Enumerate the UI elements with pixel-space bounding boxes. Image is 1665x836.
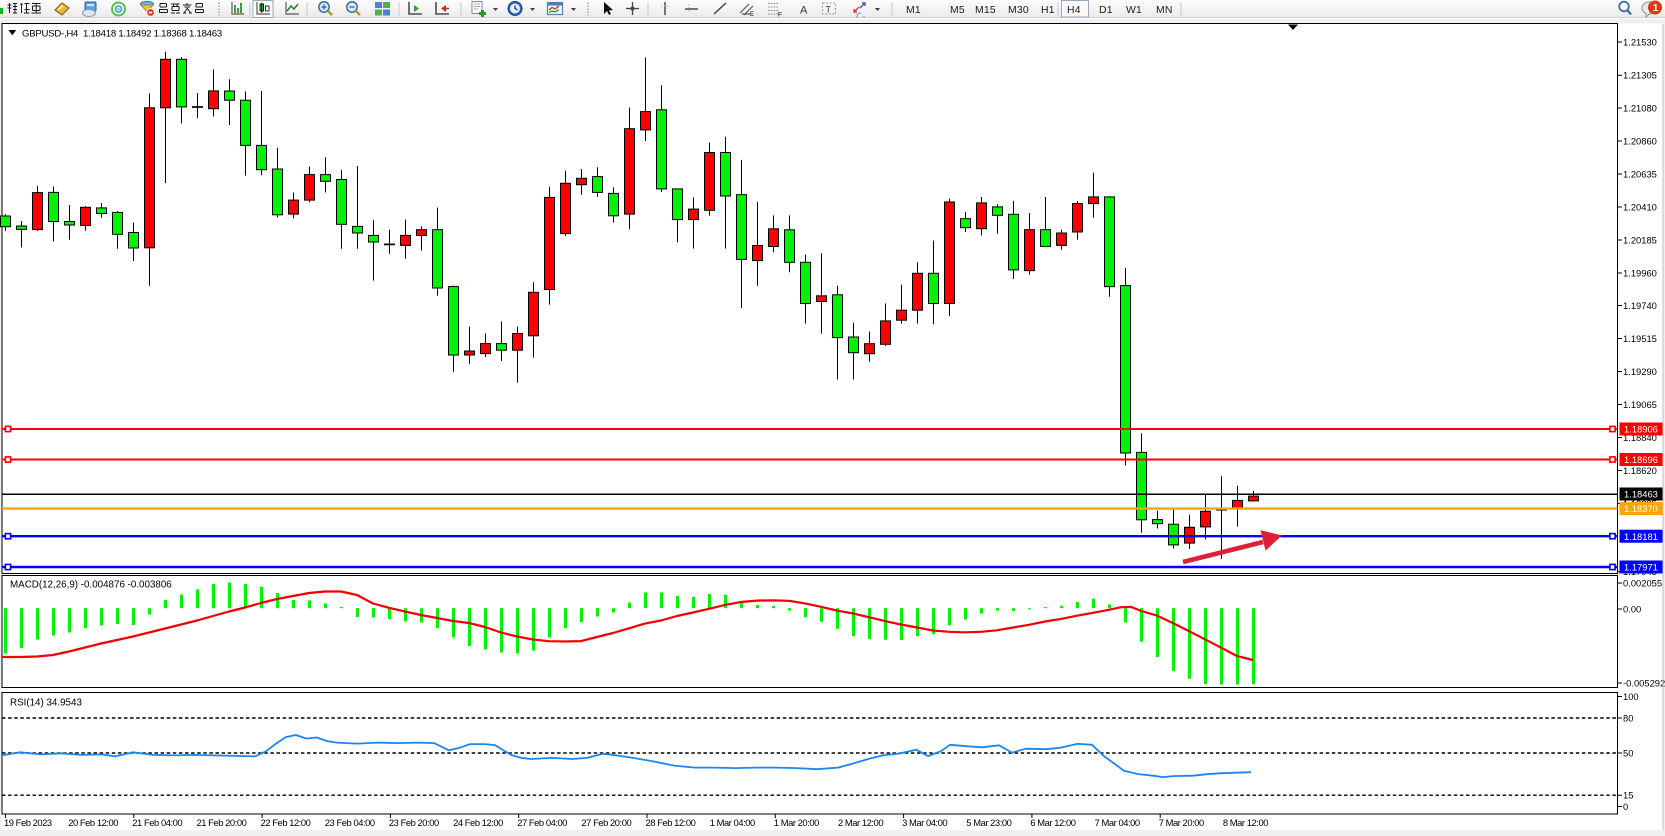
svg-text:23 Feb 20:00: 23 Feb 20:00 (389, 817, 439, 828)
svg-text:1.20185: 1.20185 (1623, 234, 1657, 245)
svg-text:20 Feb 12:00: 20 Feb 12:00 (68, 817, 118, 828)
svg-text:1.18696: 1.18696 (1624, 454, 1658, 465)
svg-text:A: A (800, 5, 808, 17)
svg-text:21 Feb 20:00: 21 Feb 20:00 (197, 817, 247, 828)
svg-text:1.18620: 1.18620 (1623, 465, 1657, 476)
svg-text:1.21530: 1.21530 (1623, 36, 1657, 47)
svg-text:0: 0 (1623, 801, 1628, 812)
svg-text:M1: M1 (906, 5, 921, 16)
svg-text:1.17971: 1.17971 (1624, 562, 1658, 573)
svg-text:1.18181: 1.18181 (1624, 531, 1658, 542)
svg-text:1.18906: 1.18906 (1624, 424, 1658, 435)
svg-text:1.18370: 1.18370 (1624, 503, 1658, 514)
svg-text:22 Feb 12:00: 22 Feb 12:00 (261, 817, 311, 828)
svg-text:7 Mar 04:00: 7 Mar 04:00 (1095, 817, 1140, 828)
svg-text:1.21305: 1.21305 (1623, 70, 1657, 81)
svg-text:M30: M30 (1008, 5, 1029, 16)
svg-text:80: 80 (1623, 712, 1633, 723)
svg-text:MACD(12,26,9) -0.004876 -0.003: MACD(12,26,9) -0.004876 -0.003806 (10, 580, 172, 591)
svg-text:RSI(14) 34.9543: RSI(14) 34.9543 (10, 698, 82, 709)
svg-text:6 Mar 12:00: 6 Mar 12:00 (1030, 817, 1075, 828)
svg-text:1.19515: 1.19515 (1623, 333, 1657, 344)
svg-text:1.19960: 1.19960 (1623, 267, 1657, 278)
svg-text:100: 100 (1623, 691, 1639, 702)
svg-text:1.18463: 1.18463 (1624, 489, 1658, 500)
svg-text:-0.005292: -0.005292 (1623, 677, 1665, 688)
svg-text:3 Mar 04:00: 3 Mar 04:00 (902, 817, 947, 828)
svg-text:1.20635: 1.20635 (1623, 168, 1657, 179)
svg-text:15: 15 (1623, 790, 1633, 801)
svg-text:21 Feb 04:00: 21 Feb 04:00 (132, 817, 182, 828)
svg-text:28 Feb 12:00: 28 Feb 12:00 (646, 817, 696, 828)
svg-text:8 Mar 12:00: 8 Mar 12:00 (1223, 817, 1268, 828)
svg-text:27 Feb 04:00: 27 Feb 04:00 (517, 817, 567, 828)
svg-text:1.19290: 1.19290 (1623, 366, 1657, 377)
svg-text:1.19740: 1.19740 (1623, 300, 1657, 311)
svg-text:1.20410: 1.20410 (1623, 201, 1657, 212)
svg-text:0.002055: 0.002055 (1623, 577, 1662, 588)
svg-text:1.21080: 1.21080 (1623, 102, 1657, 113)
svg-text:5 Mar 23:00: 5 Mar 23:00 (966, 817, 1011, 828)
svg-text:GBPUSD-,H4 1.18418 1.18492 1.: GBPUSD-,H4 1.18418 1.18492 1.18368 1.184… (22, 29, 222, 40)
svg-text:T: T (826, 5, 832, 15)
svg-text:1.19065: 1.19065 (1623, 399, 1657, 410)
svg-text:1 Mar 20:00: 1 Mar 20:00 (774, 817, 819, 828)
svg-text:M5: M5 (950, 5, 965, 16)
svg-text:MN: MN (1156, 5, 1173, 16)
svg-text:W1: W1 (1126, 5, 1142, 16)
svg-text:1 Mar 04:00: 1 Mar 04:00 (710, 817, 755, 828)
svg-text:23 Feb 04:00: 23 Feb 04:00 (325, 817, 375, 828)
svg-text:H1: H1 (1041, 5, 1055, 16)
svg-text:1.20860: 1.20860 (1623, 135, 1657, 146)
svg-text:2 Mar 12:00: 2 Mar 12:00 (838, 817, 883, 828)
svg-text:D1: D1 (1099, 5, 1113, 16)
svg-text:0.00: 0.00 (1623, 603, 1641, 614)
svg-text:H4: H4 (1067, 5, 1081, 16)
svg-text:M15: M15 (975, 5, 996, 16)
svg-text:1.18840: 1.18840 (1623, 432, 1657, 443)
svg-text:1: 1 (1653, 2, 1659, 14)
svg-text:27 Feb 20:00: 27 Feb 20:00 (581, 817, 631, 828)
svg-text:F: F (778, 12, 782, 19)
svg-text:24 Feb 12:00: 24 Feb 12:00 (453, 817, 503, 828)
svg-text:E: E (750, 12, 754, 18)
svg-text:19 Feb 2023: 19 Feb 2023 (4, 817, 52, 828)
svg-text:50: 50 (1623, 747, 1633, 758)
svg-text:7 Mar 20:00: 7 Mar 20:00 (1159, 817, 1204, 828)
